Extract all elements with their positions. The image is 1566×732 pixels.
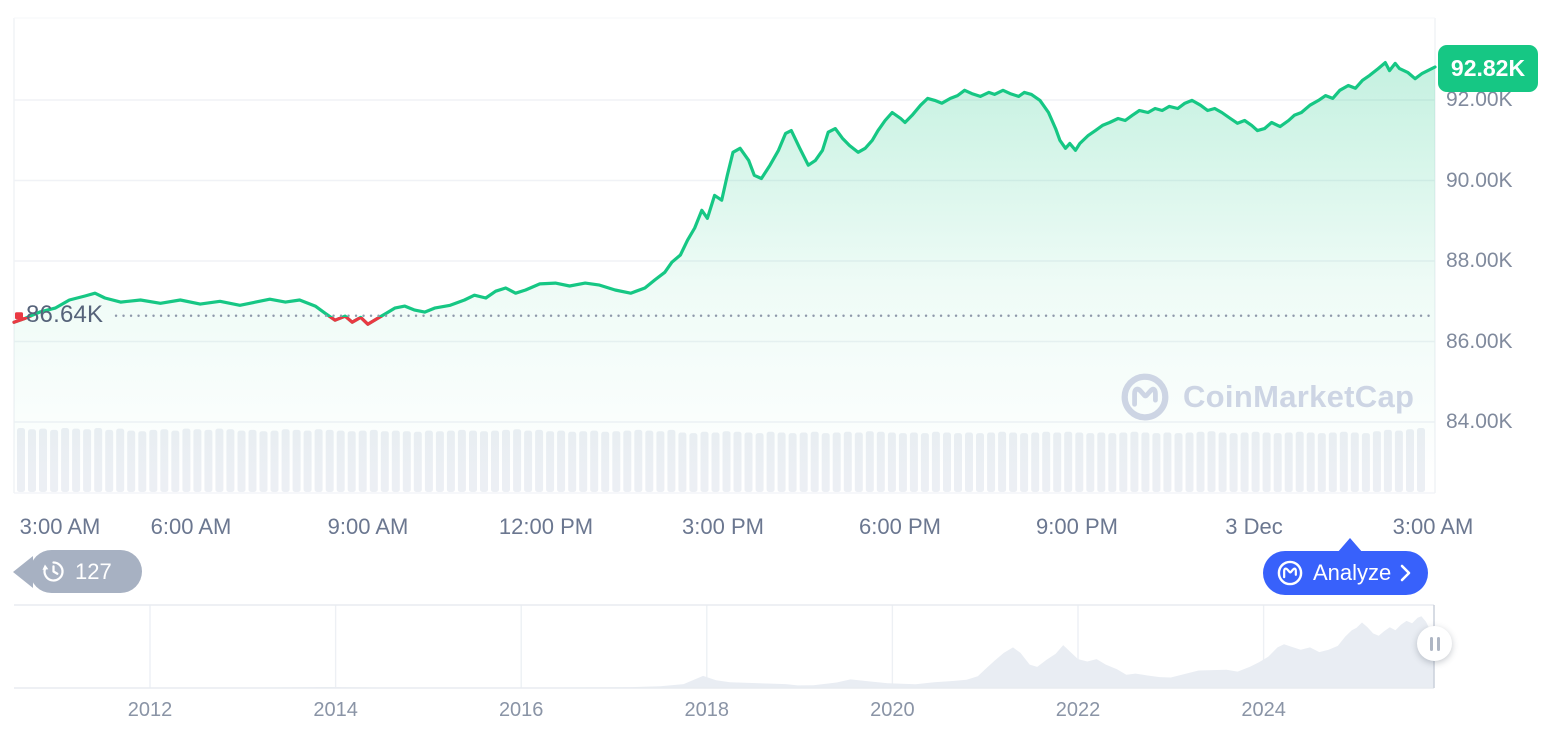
x-axis-label: 12:00 PM xyxy=(498,514,594,539)
handle-grip-bar xyxy=(1429,636,1433,651)
history-pill-tail xyxy=(13,556,33,588)
price-area-fill xyxy=(14,62,1435,492)
navigator-year-label: 2018 xyxy=(684,699,730,721)
navigator-area-series xyxy=(15,616,1435,688)
y-axis-label: 88.00K xyxy=(1446,249,1513,272)
analyze-button[interactable]: Analyze xyxy=(1263,551,1429,595)
x-axis-label: 3:00 AM xyxy=(1392,514,1474,539)
x-axis-label: 3:00 AM xyxy=(19,514,101,539)
y-axis-label: 90.00K xyxy=(1446,168,1513,192)
navigator-year-label: 2012 xyxy=(127,699,173,721)
analyze-label: Analyze xyxy=(1313,560,1392,585)
x-axis-label: 3 Dec xyxy=(1225,514,1283,539)
current-price-value: 92.82K xyxy=(1450,55,1526,81)
y-axis-label: 92.00K xyxy=(1446,88,1513,111)
handle-grip-bar xyxy=(1436,636,1440,651)
navigator-year-label: 2014 xyxy=(313,699,358,721)
history-count: 127 xyxy=(75,558,112,584)
price-line xyxy=(12,61,1437,326)
navigator-resize-handle[interactable] xyxy=(1417,626,1452,661)
price-chart-canvas[interactable] xyxy=(0,0,1566,500)
navigator-chart[interactable] xyxy=(0,602,1566,698)
analyze-button-tail xyxy=(1337,538,1363,553)
watermark-text: CoinMarketCap xyxy=(1183,379,1415,414)
navigator-year-label: 2024 xyxy=(1241,699,1286,721)
current-price-badge: 92.82K xyxy=(1438,45,1538,92)
x-axis-label: 6:00 AM xyxy=(150,514,232,539)
chevron-right-icon xyxy=(1400,564,1411,582)
coinmarketcap-logo-icon xyxy=(1277,560,1303,586)
history-annotations-badge[interactable]: 127 xyxy=(30,550,142,593)
x-axis-label: 3:00 PM xyxy=(682,514,764,539)
coinmarketcap-watermark: CoinMarketCap xyxy=(1120,372,1414,422)
baseline-dotted-line xyxy=(15,312,1437,320)
x-axis-label: 9:00 PM xyxy=(1036,514,1118,539)
y-axis-label: 86.00K xyxy=(1446,329,1513,353)
y-axis-label: 84.00K xyxy=(1446,410,1513,433)
history-clock-icon xyxy=(42,561,64,582)
x-axis-label: 6:00 PM xyxy=(859,514,941,539)
navigator-year-label: 2020 xyxy=(870,699,915,721)
coinmarketcap-logo-icon xyxy=(1121,373,1169,421)
navigator-year-label: 2022 xyxy=(1055,699,1101,721)
baseline-price-label: 86.64K xyxy=(26,301,104,328)
navigator-year-label: 2016 xyxy=(498,699,544,721)
x-axis-label: 9:00 AM xyxy=(327,514,409,539)
